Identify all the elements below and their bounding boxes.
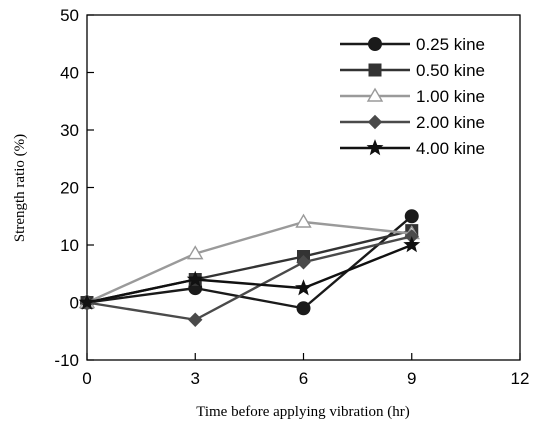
x-tick-label: 9 [407,369,416,388]
legend-label: 0.25 kine [416,35,485,54]
legend-marker [367,114,383,130]
series-4 [79,229,419,327]
legend-entry: 0.25 kine [340,35,485,54]
legend-entry: 2.00 kine [340,113,485,132]
data-point [295,279,312,296]
legend-entry: 0.50 kine [340,61,485,80]
data-point [188,312,203,327]
data-point [186,270,204,287]
y-tick-label: 40 [60,64,79,83]
series-line [86,220,412,304]
x-tick-label: 0 [82,369,91,388]
series-line [86,215,413,310]
y-tick-label: 0 [70,294,79,313]
y-axis-title: Strength ratio (%) [12,134,28,242]
legend-label: 4.00 kine [416,139,485,158]
legend-label: 0.50 kine [416,61,485,80]
legend-marker [368,37,382,51]
x-tick-label: 12 [511,369,530,388]
data-point [295,213,312,228]
y-tick-label: 50 [60,6,79,25]
x-axis-title: Time before applying vibration (hr) [196,404,410,420]
y-tick-label: 20 [60,179,79,198]
legend-marker [366,87,384,102]
legend-label: 1.00 kine [416,87,485,106]
data-point [296,255,311,270]
data-point [187,245,204,260]
series-line [86,235,413,321]
legend-entry: 1.00 kine [340,87,485,106]
legend: 0.25 kine 0.50 kine 1.00 kine 2.00 kine 4.00… [340,35,485,158]
legend-label: 2.00 kine [416,113,485,132]
data-point [403,236,421,253]
legend-entry: 4.00 kine [340,139,485,158]
x-tick-label: 3 [191,369,200,388]
x-tick-label: 6 [299,369,308,388]
data-point [404,209,419,224]
data-point [296,301,311,316]
series-layer [78,209,421,327]
y-tick-label: -10 [54,351,79,370]
series-line [86,243,413,304]
y-tick-label: 10 [60,236,79,255]
data-point [78,293,96,310]
y-tick-label: 30 [60,121,79,140]
series-5 [78,236,421,310]
legend-marker [368,63,382,77]
legend-marker [366,139,384,156]
